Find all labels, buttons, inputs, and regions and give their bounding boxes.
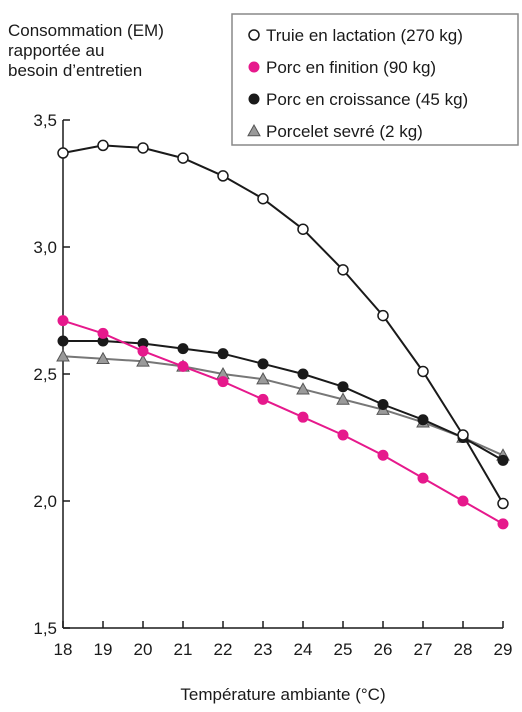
- series-truie-lactation-point: [297, 223, 309, 235]
- series-porcelet-sevre-point: [136, 354, 150, 367]
- series-porcelet-sevre: [56, 349, 510, 461]
- series-porcelet-sevre-point: [56, 349, 70, 362]
- series-porcelet-sevre-point: [96, 351, 110, 365]
- x-tick-label: 22: [214, 640, 233, 659]
- series-truie-lactation-point: [217, 170, 229, 182]
- series-porc-finition-point: [337, 429, 349, 441]
- series-porc-croissance-point: [257, 358, 269, 370]
- legend-marker: [248, 61, 260, 73]
- series-truie-lactation-point: [457, 429, 469, 441]
- series-truie-lactation-point: [377, 309, 389, 322]
- x-tick-label: 20: [134, 640, 153, 659]
- series-truie-lactation: [57, 139, 509, 510]
- series-porc-finition-point: [297, 411, 309, 423]
- series-truie-lactation-point: [257, 192, 269, 205]
- series-porc-finition-point: [177, 360, 189, 372]
- y-tick-label: 3,0: [33, 238, 57, 257]
- legend-marker: [247, 123, 261, 137]
- legend-label: Porcelet sevré (2 kg): [266, 122, 423, 141]
- x-ticks: 18 19 20 21 22 23 24 25 26 27 28 29: [54, 621, 513, 659]
- series-porc-croissance-point: [377, 398, 389, 410]
- legend-label: Porc en croissance (45 kg): [266, 90, 468, 109]
- x-tick-label: 29: [494, 640, 513, 659]
- y-tick-label: 1,5: [33, 619, 57, 638]
- series-truie-lactation-point: [337, 264, 349, 276]
- series-porc-croissance-point: [337, 381, 349, 393]
- x-tick-label: 28: [454, 640, 473, 659]
- y-tick-label: 2,0: [33, 492, 57, 511]
- series-porc-croissance-point: [417, 414, 429, 426]
- legend-box: [231, 13, 519, 146]
- series-truie-lactation-point: [97, 139, 109, 152]
- series-group: [56, 139, 510, 530]
- x-tick-label: 23: [254, 640, 273, 659]
- series-porc-croissance-point: [497, 454, 509, 466]
- series-porcelet-sevre-point: [296, 382, 310, 395]
- y-tick-label: 2,5: [33, 365, 57, 384]
- x-tick-label: 19: [94, 640, 113, 659]
- series-porc-croissance-point: [57, 335, 69, 347]
- ylabel-line-2: rapportée au: [8, 41, 104, 60]
- series-porcelet-sevre-point: [256, 372, 270, 385]
- series-porc-finition-point: [377, 449, 389, 461]
- x-tick-label: 25: [334, 640, 353, 659]
- series-porcelet-sevre-line: [62, 355, 504, 457]
- series-porc-finition-point: [217, 376, 229, 388]
- series-porc-croissance-point: [177, 343, 189, 355]
- series-porc-finition-line: [62, 319, 504, 525]
- series-porc-finition-point: [97, 327, 109, 339]
- legend-label: Truie en lactation (270 kg): [266, 26, 463, 45]
- series-truie-lactation-point: [177, 152, 189, 164]
- series-porc-finition-point: [137, 345, 149, 357]
- y-tick-label: 3,5: [33, 111, 57, 130]
- y-ticks: 1,5 2,0 2,5 3,0 3,5: [33, 111, 70, 638]
- x-tick-label: 27: [414, 640, 433, 659]
- series-porc-finition-point: [257, 393, 269, 405]
- series-truie-lactation-point: [417, 365, 429, 378]
- series-porc-finition-point: [457, 495, 469, 507]
- x-tick-label: 18: [54, 640, 73, 659]
- series-porc-croissance-point: [217, 348, 229, 360]
- series-porc-finition: [57, 315, 509, 530]
- series-truie-lactation-point: [57, 147, 69, 159]
- ylabel-line-1: Consommation (EM): [8, 21, 164, 40]
- legend: Truie en lactation (270 kg) Porc en finit…: [247, 26, 468, 141]
- series-porc-croissance-line: [63, 340, 504, 462]
- x-tick-label: 24: [294, 640, 313, 659]
- series-porcelet-sevre-point: [336, 392, 350, 405]
- x-tick-label: 21: [174, 640, 193, 659]
- legend-label: Porc en finition (90 kg): [266, 58, 436, 77]
- x-tick-label: 26: [374, 640, 393, 659]
- series-porc-finition-point: [497, 518, 509, 530]
- series-porc-croissance-point: [297, 368, 309, 380]
- series-truie-lactation-line: [62, 144, 504, 505]
- ylabel-line-3: besoin d’entretien: [8, 61, 142, 80]
- legend-marker: [248, 29, 260, 41]
- series-porc-finition-point: [57, 315, 69, 327]
- series-porc-finition-point: [417, 472, 429, 484]
- series-truie-lactation-point: [497, 497, 509, 510]
- series-truie-lactation-point: [137, 142, 149, 154]
- xlabel: Température ambiante (°C): [180, 685, 385, 704]
- legend-marker: [248, 93, 260, 105]
